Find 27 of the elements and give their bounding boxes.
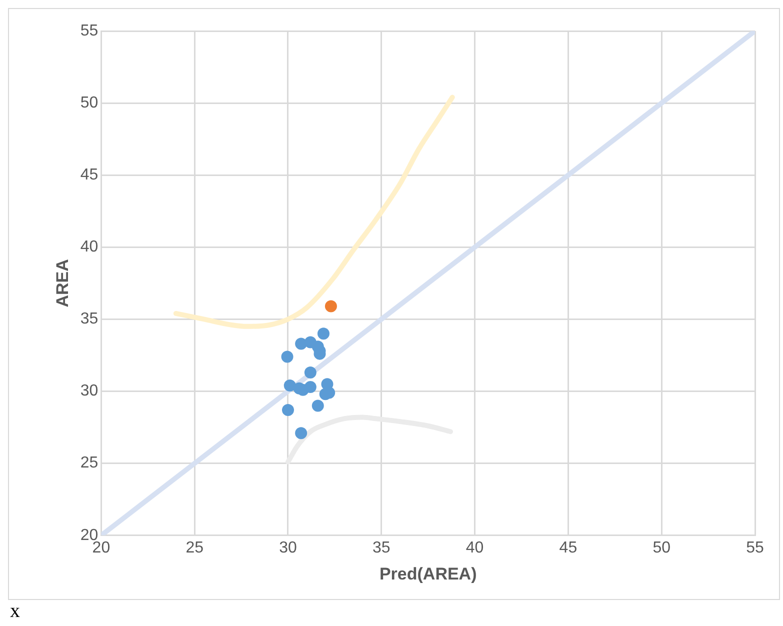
y-tick-label: 50 (80, 94, 98, 112)
y-tick-label: 35 (80, 310, 98, 328)
point (281, 350, 294, 363)
y-tick-label: 40 (80, 238, 98, 256)
x-tick-label: 40 (466, 539, 484, 556)
x-tick-label: 35 (372, 539, 390, 556)
point (324, 300, 337, 312)
x-tick-label: 50 (652, 539, 671, 556)
point (284, 380, 296, 392)
x-axis-title: Pred(AREA) (379, 564, 477, 584)
y-tick-label: 25 (80, 454, 98, 472)
y-tick-label: 45 (80, 166, 98, 184)
point (317, 328, 330, 340)
point (282, 404, 294, 416)
point (312, 400, 324, 412)
point (304, 366, 316, 379)
point (295, 427, 308, 440)
x-tick-label: 45 (559, 539, 578, 556)
x-tick-label: 25 (186, 539, 204, 556)
x-tick-label: 30 (279, 539, 297, 556)
x-tick-label: 55 (746, 539, 764, 556)
point (304, 380, 316, 393)
y-tick-label: 55 (80, 22, 98, 40)
text: x (10, 600, 20, 623)
x-tick-label: 20 (92, 539, 110, 556)
y-tick-label: 30 (80, 382, 98, 400)
y-axis-title: AREA (52, 259, 72, 308)
